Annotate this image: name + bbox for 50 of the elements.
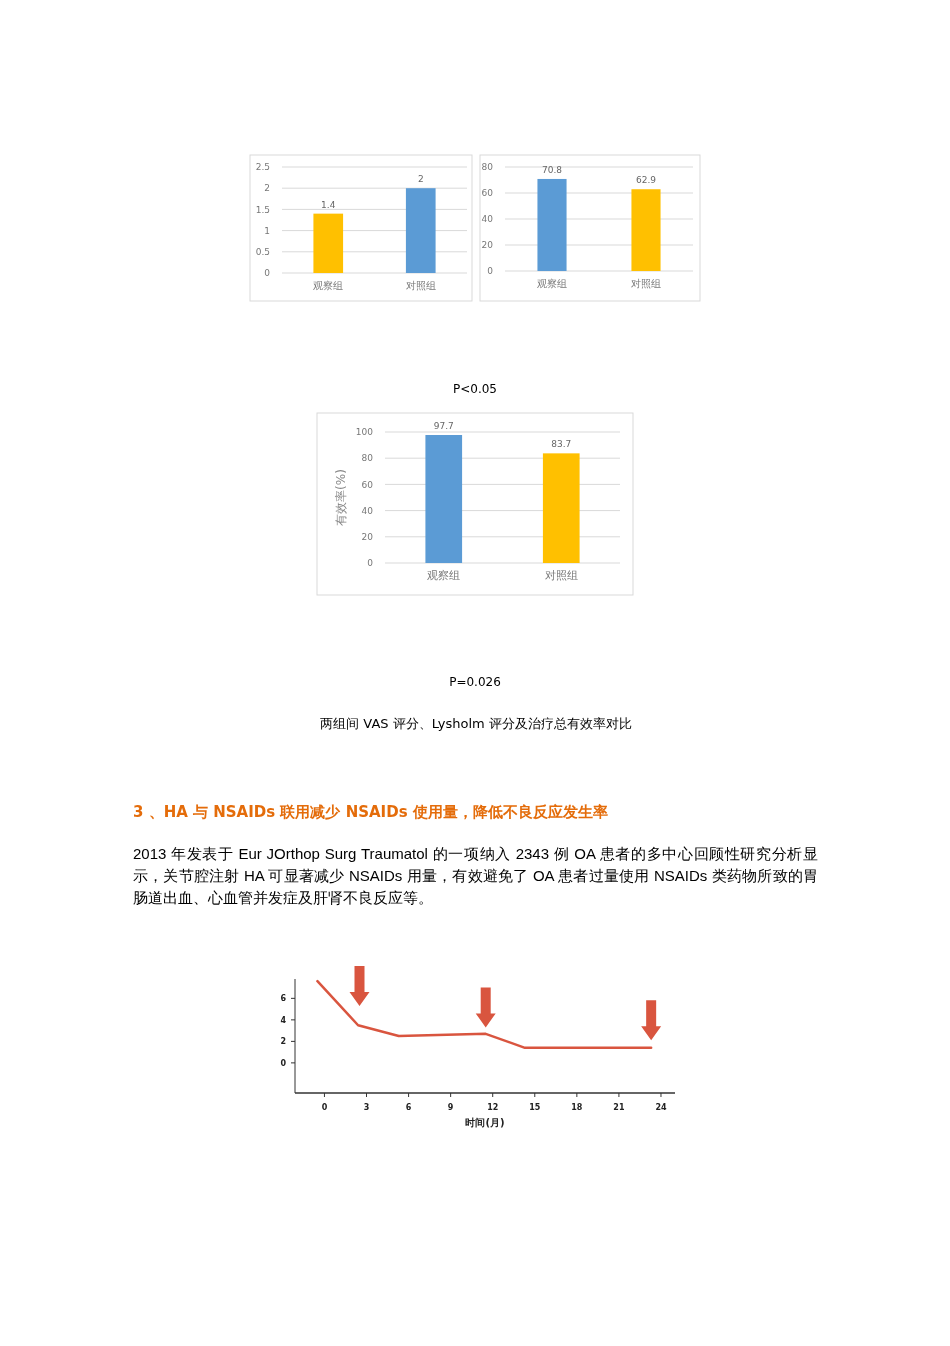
text: 两组间 VAS 评分、Lysholm 评分及治疗总有效率对比 (320, 716, 632, 731)
x-axis-title: 时间(月) (465, 1117, 505, 1128)
text: P=0.026 (449, 675, 501, 689)
text: 2013 年发表于 Eur JOrthop Surg Traumatol 的一项纳入 2343 例 OA 患者的多中心回顾性研究分析显示，关节腔注射 HA 可显著减少 NSAIDs 用量，有效避免了 OA 患者过量使用 NSAIDs 类药物所致的胃肠道出血、心血管并发症及肝肾不良反应等。 (133, 844, 818, 908)
line-series (316, 979, 653, 1050)
x-tick-label: 15 (529, 1103, 541, 1112)
y-tick-label: 4 (280, 1015, 287, 1025)
x-tick-label: 3 (363, 1103, 370, 1112)
y-tick-label: 100 (355, 427, 374, 438)
x-tick-label: 观察组 (313, 280, 344, 291)
y-tick-label: 0 (264, 268, 271, 279)
data-label: 1.4 (321, 199, 336, 210)
y-tick-label: 2.5 (255, 162, 270, 173)
data-label: 2 (417, 174, 424, 185)
x-tick-label: 6 (405, 1103, 412, 1112)
x-tick-label: 12 (487, 1103, 499, 1112)
x-tick-label: 24 (655, 1103, 667, 1112)
data-label: 83.7 (551, 439, 572, 450)
y-tick-label: 80 (361, 453, 374, 464)
text: P<0.05 (452, 382, 498, 396)
y-tick-label: 80 (481, 162, 494, 173)
y-axis-title: 有效率(%) (334, 469, 348, 526)
x-tick-label: 18 (571, 1103, 583, 1112)
x-tick-label: 0 (321, 1103, 328, 1112)
y-tick-label: 6 (280, 994, 287, 1004)
y-tick-label: 20 (361, 531, 374, 542)
x-tick-label: 对照组 (544, 569, 578, 582)
y-tick-label: 1.5 (255, 204, 270, 215)
x-tick-label: 对照组 (631, 278, 661, 289)
chart-title: 3 、HA 与 NSAIDs 联用减少 NSAIDs 使用量，降低不良反应发生率 (133, 803, 608, 821)
y-tick-label: 2 (264, 183, 270, 194)
y-tick-label: 40 (481, 214, 494, 225)
data-label: 97.7 (433, 421, 454, 432)
y-tick-label: 60 (361, 479, 374, 490)
y-tick-label: 2 (280, 1037, 286, 1047)
y-tick-label: 60 (481, 188, 494, 199)
x-tick-label: 观察组 (537, 278, 567, 289)
y-tick-label: 0 (367, 558, 374, 569)
y-tick-label: 20 (481, 240, 494, 251)
y-tick-label: 40 (361, 505, 374, 516)
y-tick-label: 0 (487, 266, 494, 277)
y-tick-label: 0 (280, 1058, 287, 1068)
x-tick-label: 21 (613, 1103, 625, 1112)
data-label: 70.8 (541, 164, 563, 175)
y-tick-label: 0.5 (255, 246, 270, 257)
data-label: 62.9 (635, 175, 657, 186)
x-tick-label: 观察组 (427, 569, 461, 582)
x-tick-label: 9 (447, 1103, 454, 1112)
x-tick-label: 对照组 (405, 280, 436, 291)
y-tick-label: 1 (264, 225, 270, 236)
